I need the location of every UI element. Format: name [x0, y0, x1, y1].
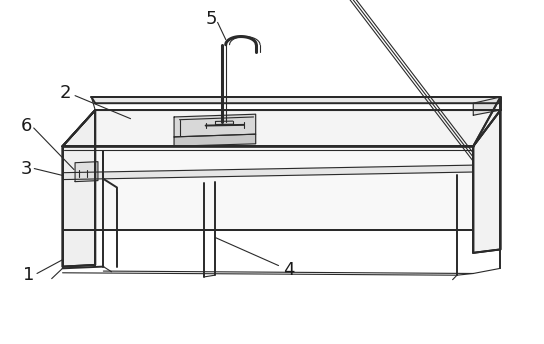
Polygon shape: [174, 134, 256, 146]
Text: 1: 1: [23, 266, 34, 284]
Polygon shape: [174, 114, 256, 137]
Text: 3: 3: [20, 160, 32, 178]
Polygon shape: [63, 165, 473, 180]
Polygon shape: [473, 97, 500, 253]
Polygon shape: [473, 97, 500, 115]
Polygon shape: [63, 110, 500, 146]
Polygon shape: [473, 97, 500, 253]
Polygon shape: [75, 162, 98, 182]
Text: 5: 5: [205, 10, 217, 28]
Polygon shape: [63, 146, 473, 230]
Text: 4: 4: [282, 261, 294, 279]
Polygon shape: [63, 110, 95, 267]
Text: 2: 2: [59, 84, 71, 102]
Polygon shape: [63, 110, 95, 267]
Polygon shape: [91, 97, 500, 103]
Text: 6: 6: [21, 117, 32, 135]
